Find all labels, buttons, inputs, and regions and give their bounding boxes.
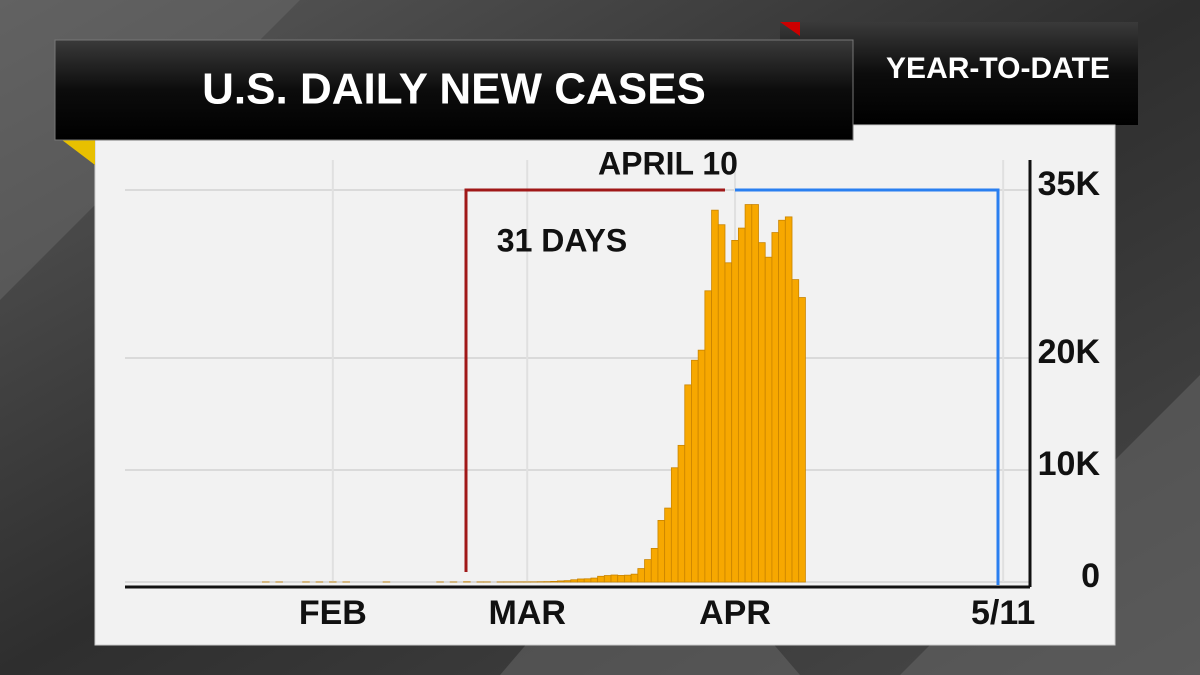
bar bbox=[563, 580, 572, 583]
annotation: 31 DAYS bbox=[497, 222, 627, 258]
bar bbox=[630, 573, 639, 583]
bar bbox=[684, 384, 692, 583]
bar bbox=[664, 507, 672, 583]
bar bbox=[778, 219, 786, 583]
bar bbox=[764, 256, 773, 583]
bar bbox=[691, 359, 699, 583]
bar bbox=[751, 204, 759, 583]
panel-accent bbox=[62, 140, 95, 165]
bar bbox=[603, 575, 612, 583]
y-tick-label: 35K bbox=[1038, 165, 1101, 203]
chart-subtitle: YEAR-TO-DATE bbox=[886, 52, 1110, 85]
bar bbox=[771, 232, 780, 583]
bar bbox=[731, 239, 739, 583]
chart-title: U.S. DAILY NEW CASES bbox=[202, 65, 706, 114]
panel bbox=[94, 124, 1116, 646]
bracket-blue bbox=[735, 188, 1000, 585]
bar bbox=[570, 579, 578, 583]
bar bbox=[577, 578, 585, 583]
bar bbox=[717, 224, 726, 583]
bar bbox=[637, 568, 645, 583]
bar bbox=[610, 574, 619, 583]
bar bbox=[550, 581, 558, 583]
annotation: APRIL 10 bbox=[598, 145, 738, 181]
bar bbox=[798, 297, 806, 583]
bar bbox=[583, 578, 592, 583]
y-tick-label: 10K bbox=[1038, 445, 1101, 483]
title-bar bbox=[54, 39, 854, 141]
tab-accent bbox=[780, 22, 800, 36]
bar bbox=[744, 204, 753, 583]
bar bbox=[711, 209, 719, 583]
bar bbox=[724, 262, 733, 583]
bar bbox=[784, 216, 793, 583]
bracket-red bbox=[464, 188, 725, 572]
bar bbox=[737, 227, 746, 583]
y-tick-label: 0 bbox=[1081, 557, 1100, 595]
bar bbox=[624, 574, 632, 583]
x-tick-label: FEB bbox=[299, 594, 367, 632]
bar bbox=[704, 290, 712, 583]
bar bbox=[617, 575, 625, 583]
bar bbox=[758, 242, 766, 583]
x-tick-label: 5/11 bbox=[971, 594, 1035, 632]
bar bbox=[670, 467, 679, 583]
x-tick-label: MAR bbox=[489, 594, 566, 632]
y-tick-label: 20K bbox=[1038, 333, 1101, 371]
bar bbox=[657, 520, 666, 583]
plot: 0 10K 20K 35K FEB MAR APR 5/11 bbox=[125, 160, 1100, 632]
bar bbox=[556, 580, 565, 583]
bar bbox=[650, 548, 659, 583]
x-tick-label: APR bbox=[699, 594, 771, 632]
bar bbox=[590, 577, 599, 583]
bar bbox=[677, 444, 686, 583]
bar bbox=[644, 559, 652, 583]
bar bbox=[697, 349, 706, 583]
bar bbox=[791, 279, 800, 583]
bar bbox=[597, 575, 605, 583]
